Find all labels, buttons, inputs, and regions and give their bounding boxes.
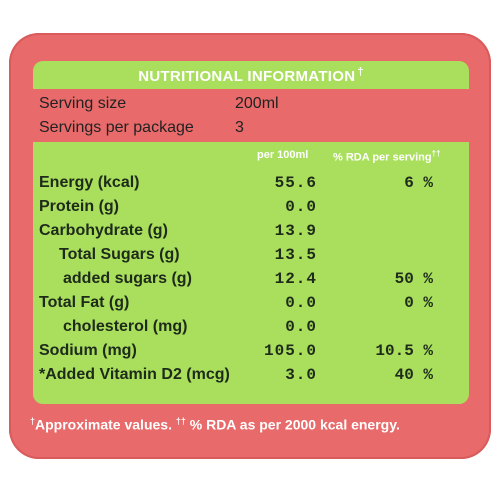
servings-per-package-row: Servings per package 3	[39, 116, 244, 140]
footnote-dagger: †	[30, 416, 36, 426]
nutrient-rda: 6 %	[404, 174, 433, 192]
nutrient-per100: 13.9	[274, 222, 317, 240]
nutrient-row: added sugars (g) 12.4 50 %	[33, 270, 469, 291]
nutrient-name: added sugars (g)	[63, 270, 192, 287]
nutrient-table: per 100ml % RDA per serving†† Energy (kc…	[33, 142, 469, 404]
nutrient-name: Energy (kcal)	[39, 174, 140, 191]
serving-size-row: Serving size 200ml	[39, 92, 279, 116]
column-header-rda-text: % RDA per serving	[333, 151, 432, 164]
serving-info: Serving size 200ml Servings per package …	[33, 89, 469, 141]
nutrient-row: Energy (kcal) 55.6 6 %	[33, 174, 469, 195]
nutrient-row: Carbohydrate (g) 13.9	[33, 222, 469, 243]
column-header-per100: per 100ml	[257, 149, 309, 161]
nutrient-row: *Added Vitamin D2 (mcg) 3.0 40 %	[33, 366, 469, 387]
title-dagger: †	[357, 65, 364, 78]
nutrient-rda: 50 %	[394, 270, 433, 288]
nutrition-title: NUTRITIONAL INFORMATION †	[138, 66, 364, 85]
nutrient-row: Protein (g) 0.0	[33, 198, 469, 219]
footnote-rda-text: % RDA as per 2000 kcal energy.	[189, 416, 400, 433]
nutrient-per100: 55.6	[274, 174, 317, 192]
nutrient-rda: 40 %	[394, 366, 433, 384]
nutrient-rda: 10.5 %	[375, 342, 433, 360]
servings-per-package-label: Servings per package	[39, 119, 194, 136]
nutrient-per100: 0.0	[285, 294, 317, 312]
column-header-rda: % RDA per serving††	[333, 149, 441, 164]
nutrient-per100: 13.5	[274, 246, 317, 264]
rda-double-dagger: ††	[431, 149, 441, 158]
nutrient-rda: 0 %	[404, 294, 433, 312]
nutrient-per100: 3.0	[285, 366, 317, 384]
nutrient-name: Protein (g)	[39, 198, 119, 215]
nutrition-title-text: NUTRITIONAL INFORMATION	[138, 67, 356, 85]
nutrient-name: Total Fat (g)	[39, 294, 130, 311]
serving-size-value: 200ml	[235, 95, 279, 112]
nutrient-per100: 12.4	[274, 270, 317, 288]
nutrient-per100: 105.0	[263, 342, 317, 360]
footnote-approx-text: Approximate values.	[35, 416, 172, 433]
servings-per-package-value: 3	[235, 119, 244, 136]
nutrient-name: *Added Vitamin D2 (mcg)	[39, 366, 230, 383]
nutrient-name: Total Sugars (g)	[59, 246, 180, 263]
nutrient-row: Total Sugars (g) 13.5	[33, 246, 469, 267]
nutrient-name: Carbohydrate (g)	[39, 222, 168, 239]
footnote-double-dagger: ††	[175, 416, 186, 426]
nutrient-name: cholesterol (mg)	[63, 318, 188, 335]
nutrient-row: cholesterol (mg) 0.0	[33, 318, 469, 339]
nutrient-per100: 0.0	[285, 318, 317, 336]
nutrient-row: Total Fat (g) 0.0 0 %	[33, 294, 469, 315]
serving-size-label: Serving size	[39, 95, 127, 112]
nutrient-name: Sodium (mg)	[39, 342, 137, 359]
footnote: †Approximate values. †† % RDA as per 200…	[30, 416, 480, 433]
nutrient-per100: 0.0	[285, 198, 317, 216]
nutrient-row: Sodium (mg) 105.0 10.5 %	[33, 342, 469, 363]
header-band: NUTRITIONAL INFORMATION †	[33, 61, 469, 89]
